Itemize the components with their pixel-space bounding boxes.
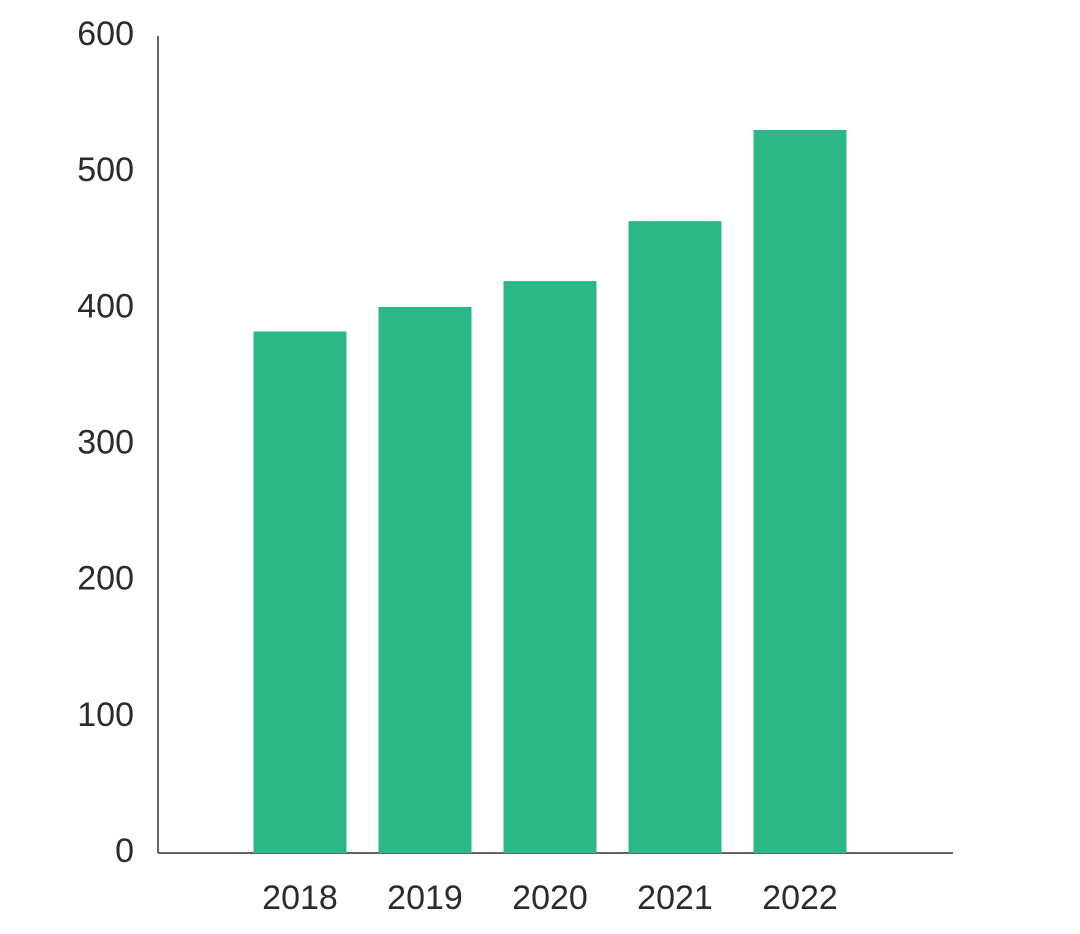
bar [253,331,347,853]
bar [753,129,847,853]
bar [378,306,472,853]
x-tick-label: 2019 [387,879,463,917]
x-tick-label: 2022 [762,879,838,917]
bar [628,221,722,854]
y-tick-label: 500 [77,151,134,189]
x-tick-label: 2018 [262,879,338,917]
x-tick-label: 2021 [637,879,713,917]
y-tick-label: 100 [77,696,134,734]
bar [503,281,597,854]
y-tick-label: 600 [77,15,134,53]
y-tick-label: 200 [77,560,134,598]
y-tick-label: 400 [77,287,134,325]
x-tick-label: 2020 [512,879,588,917]
y-tick-label: 0 [115,832,134,870]
y-tick-label: 300 [77,423,134,461]
